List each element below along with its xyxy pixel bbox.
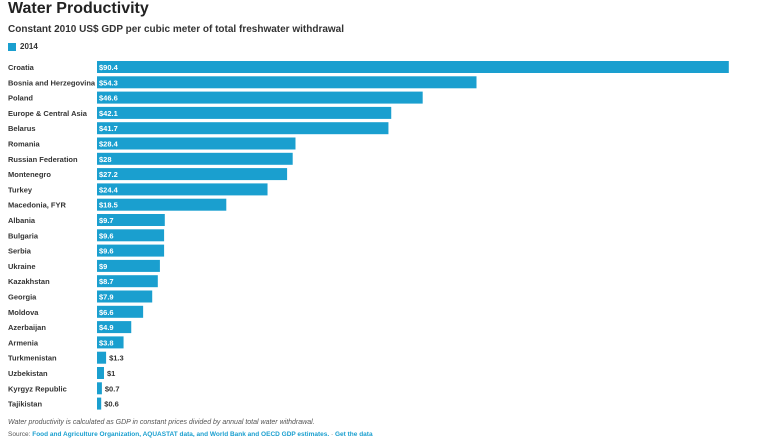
bar[interactable] [97,367,104,379]
category-label: Bosnia and Herzegovina [8,78,96,87]
footnote: Water productivity is calculated as GDP … [8,419,315,426]
bar[interactable] [97,198,227,211]
source-separator: · [329,431,335,438]
bar[interactable] [97,351,107,364]
data-label: $9 [99,262,107,271]
data-label: $9.7 [99,216,114,225]
bar[interactable] [97,229,165,242]
category-label: Armenia [8,338,39,347]
category-label: Poland [8,94,33,103]
get-the-data-link[interactable]: Get the data [335,431,373,438]
data-label: $18.5 [99,201,118,210]
bar[interactable] [97,259,160,272]
data-label: $0.6 [104,400,119,409]
category-label: Belarus [8,124,36,133]
data-label: $27.2 [99,170,118,179]
data-label: $24.4 [99,185,119,194]
category-label: Tajikistan [8,400,42,409]
data-label: $9.6 [99,231,114,240]
category-label: Macedonia, FYR [8,201,67,210]
bar[interactable] [97,91,423,104]
data-label: $0.7 [105,384,120,393]
source-prefix: Source: [8,431,33,438]
source-link[interactable]: Food and Agriculture Organization, AQUAS… [32,431,330,438]
bar[interactable] [97,336,124,349]
bar[interactable] [97,183,268,196]
bar[interactable] [97,382,102,395]
bar[interactable] [97,152,293,165]
category-label: Kazakhstan [8,277,50,286]
data-label: $1.3 [109,354,124,363]
bar[interactable] [97,76,477,89]
bar[interactable] [97,61,729,73]
category-label: Russian Federation [8,155,78,164]
data-label: $90.4 [99,63,119,72]
chart-subtitle: Constant 2010 US$ GDP per cubic meter of… [8,24,345,35]
category-label: Serbia [8,247,32,256]
bar[interactable] [97,305,144,318]
bar[interactable] [97,106,392,119]
category-label: Georgia [8,293,37,302]
legend[interactable]: 2014 [8,42,38,51]
data-label: $28.4 [99,140,119,149]
data-label: $28 [99,155,112,164]
bar[interactable] [97,122,389,135]
bar[interactable] [97,275,158,288]
category-label: Turkey [8,185,33,194]
category-label: Uzbekistan [8,369,48,378]
category-label: Ukraine [8,262,36,271]
category-label: Moldova [8,308,39,317]
category-label: Bulgaria [8,231,39,240]
data-label: $9.6 [99,247,114,256]
data-label: $46.6 [99,94,118,103]
category-label: Albania [8,216,36,225]
category-label: Romania [8,140,41,149]
data-label: $1 [107,369,115,378]
category-label: Croatia [8,63,35,72]
data-label: $3.8 [99,338,114,347]
data-label: $8.7 [99,277,114,286]
category-label: Montenegro [8,170,51,179]
data-label: $6.6 [99,308,114,317]
bar[interactable] [97,321,132,334]
legend-swatch [8,42,16,51]
page-title: Water Productivity [8,0,149,17]
data-label: $4.9 [99,323,114,332]
category-label: Turkmenistan [8,354,57,363]
category-label: Azerbaijan [8,323,46,332]
source-line: Source: Food and Agriculture Organizatio… [8,431,373,438]
data-label: $42.1 [99,109,118,118]
bar[interactable] [97,244,165,257]
bar[interactable] [97,290,153,303]
data-label: $41.7 [99,124,118,133]
bar[interactable] [97,397,102,410]
data-label: $7.9 [99,293,114,302]
data-label: $54.3 [99,78,118,87]
bar[interactable] [97,137,296,150]
category-label: Kyrgyz Republic [8,384,67,393]
bar[interactable] [97,168,288,181]
category-label: Europe & Central Asia [8,109,88,118]
bar[interactable] [97,214,165,226]
legend-entry-2014: 2014 [20,42,38,51]
